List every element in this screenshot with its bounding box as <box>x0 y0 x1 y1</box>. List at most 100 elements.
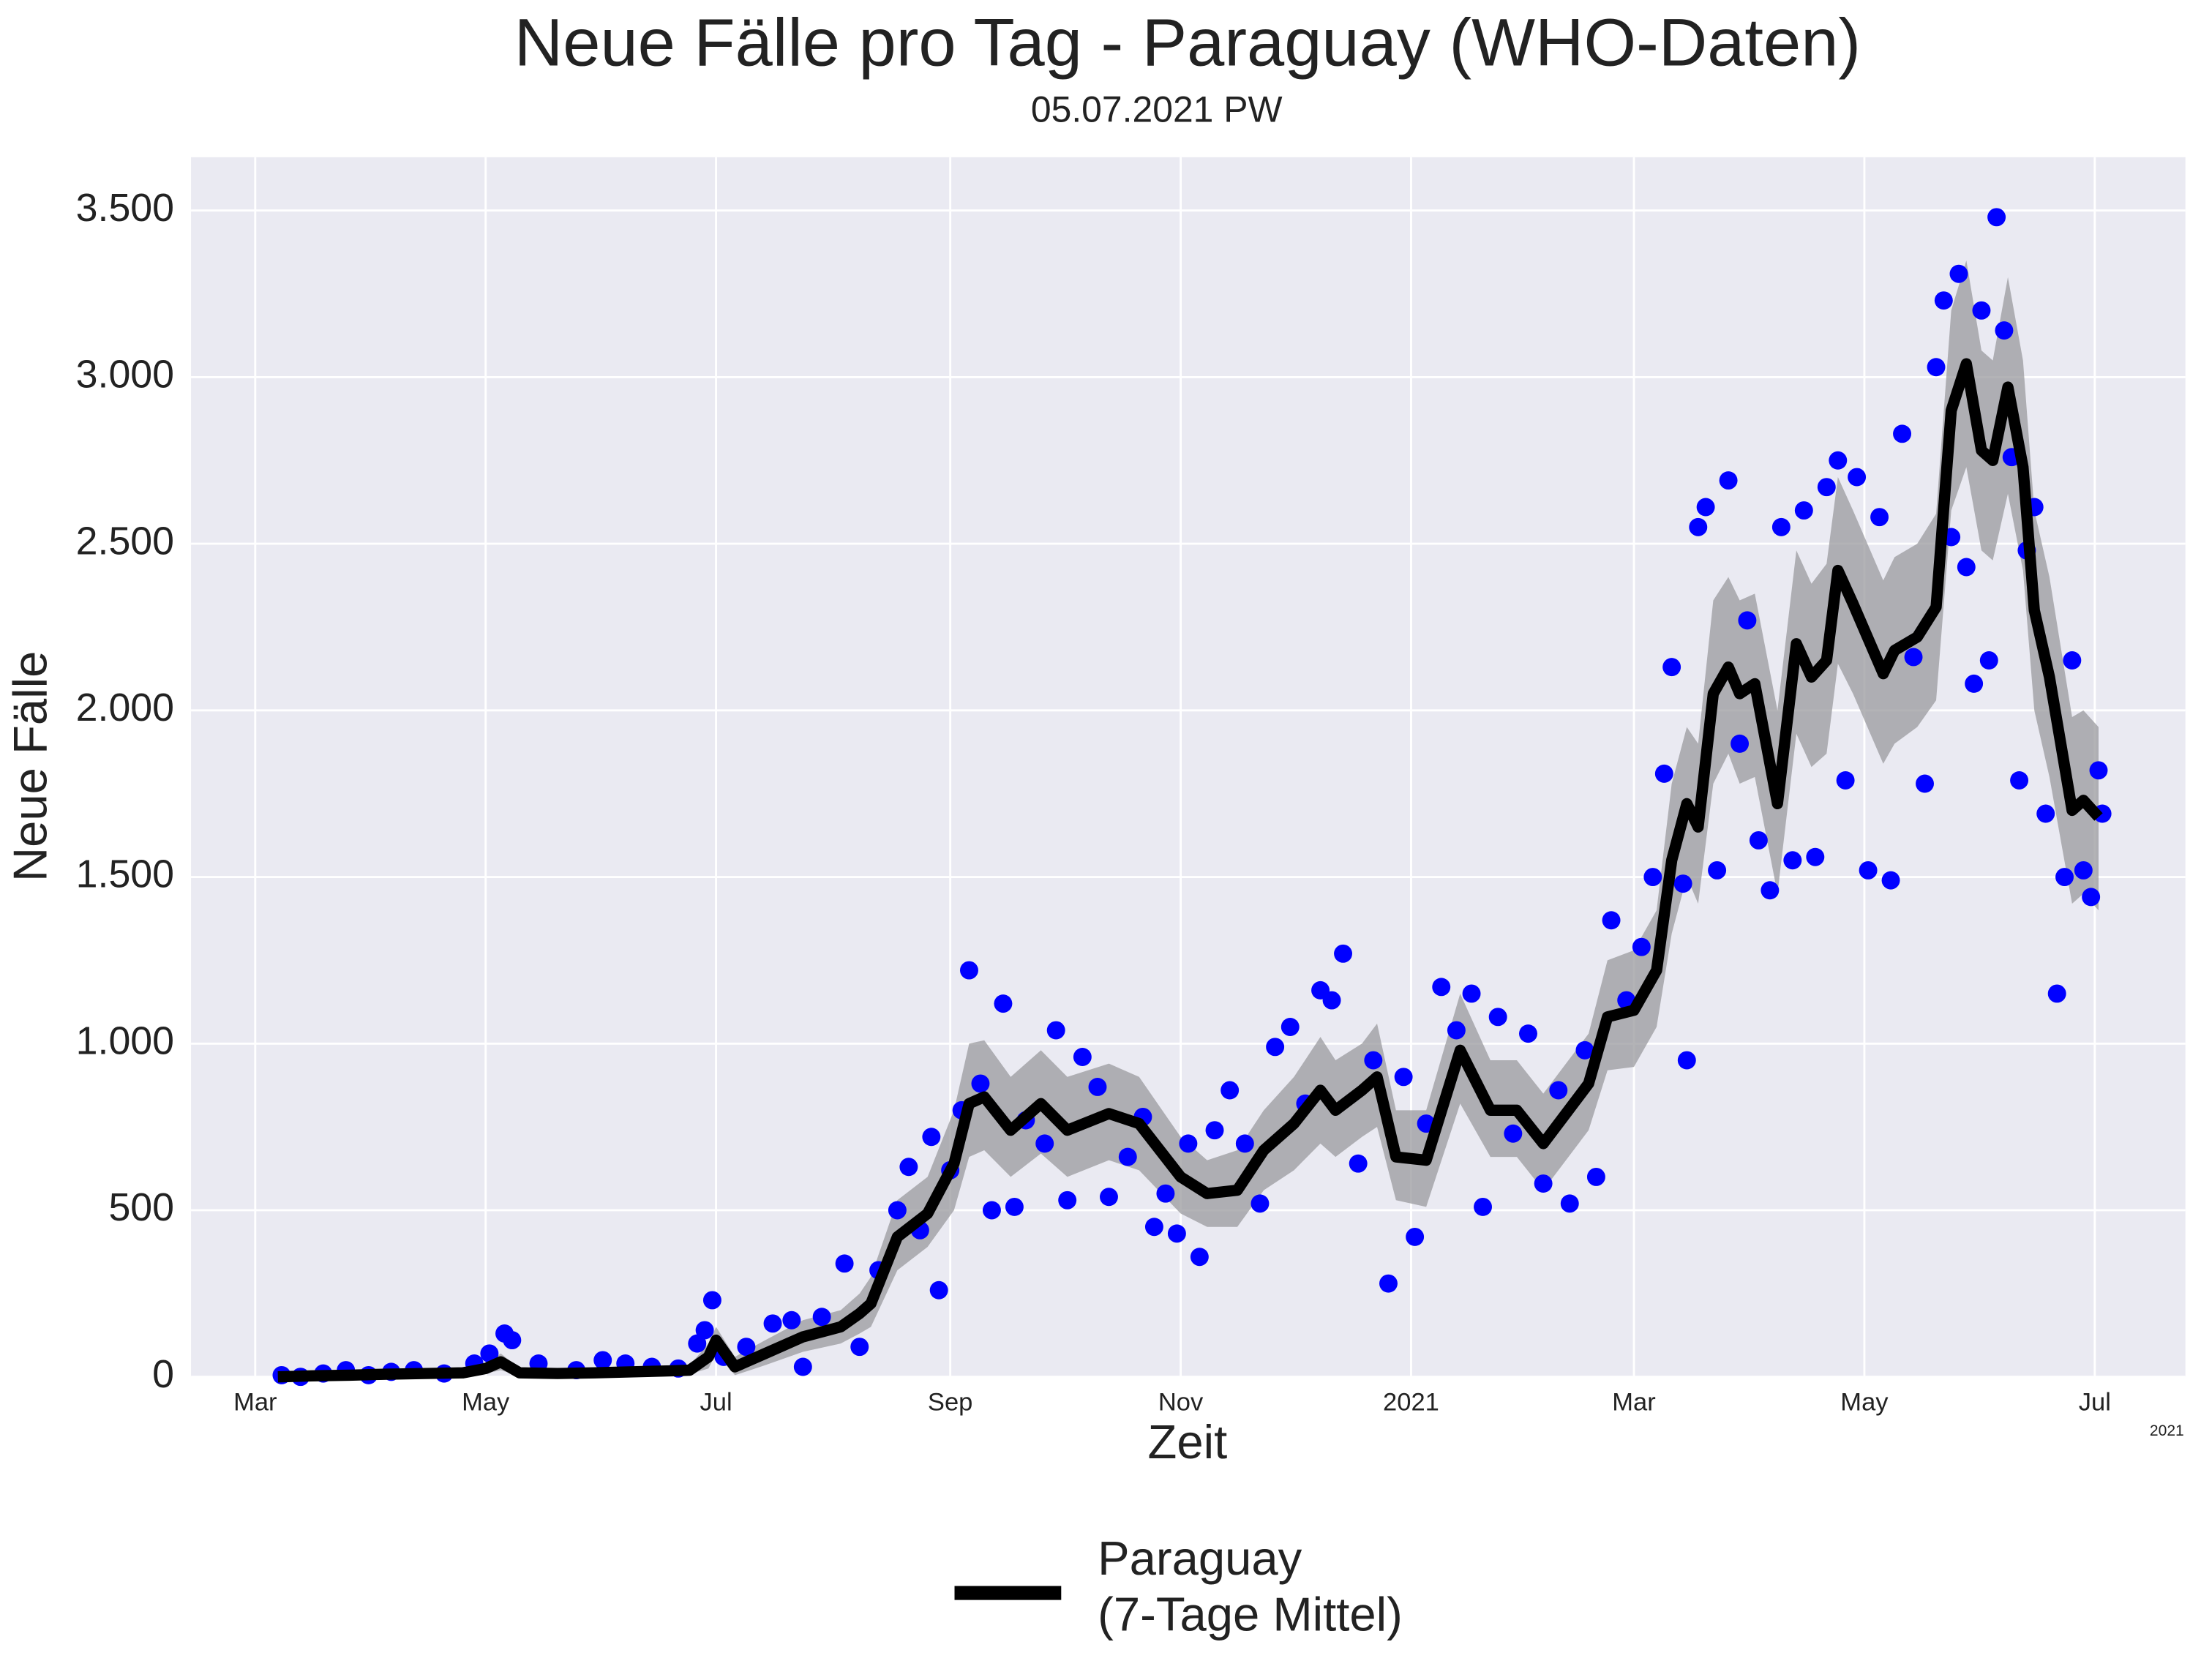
data-point <box>1349 1154 1368 1173</box>
data-point <box>960 961 978 980</box>
data-point <box>1156 1184 1175 1203</box>
data-point <box>1205 1121 1224 1140</box>
data-point <box>1144 1218 1163 1237</box>
y-tick-label: 3.000 <box>76 353 174 397</box>
data-point <box>1474 1197 1493 1216</box>
x-tick-label: Jul <box>700 1388 732 1416</box>
data-point <box>1073 1048 1092 1066</box>
data-point <box>2074 860 2093 880</box>
data-point <box>1488 1008 1507 1027</box>
data-point <box>1190 1248 1209 1267</box>
data-point <box>793 1357 812 1376</box>
y-axis-label: Neue Fälle <box>3 651 56 882</box>
data-point <box>763 1314 782 1333</box>
data-point <box>922 1128 941 1147</box>
data-point <box>1934 291 1953 310</box>
mean-line <box>277 358 2103 1383</box>
data-point <box>1848 468 1867 487</box>
data-point <box>929 1280 948 1300</box>
x-tick-label: 2021 <box>1383 1388 1439 1416</box>
y-tick-label: 500 <box>108 1185 174 1229</box>
y-tick-label: 3.500 <box>76 186 174 230</box>
data-point <box>1719 471 1738 490</box>
y-tick-label: 0 <box>152 1352 174 1396</box>
data-point <box>1916 774 1934 793</box>
data-point <box>503 1331 522 1350</box>
x-offset-label: 2021 <box>2150 1422 2184 1439</box>
data-point <box>1972 301 1991 320</box>
data-point <box>1088 1077 1107 1096</box>
y-tick-label: 2.000 <box>76 686 174 730</box>
data-point <box>899 1158 918 1177</box>
data-point <box>1987 208 2006 227</box>
data-point <box>702 1291 721 1310</box>
data-point <box>1322 991 1341 1010</box>
x-tick-label: Mar <box>1612 1388 1655 1416</box>
data-point <box>1689 517 1708 536</box>
data-point <box>1046 1021 1065 1040</box>
data-point <box>1761 881 1780 900</box>
data-point <box>2036 804 2055 823</box>
data-point <box>1005 1197 1024 1216</box>
data-point <box>1738 611 1757 630</box>
data-point <box>480 1344 499 1363</box>
data-point <box>1432 978 1451 997</box>
data-point <box>1035 1134 1054 1153</box>
data-point <box>2063 651 2082 670</box>
data-point <box>812 1308 831 1327</box>
data-point <box>1893 424 1912 443</box>
data-point <box>1995 321 2014 340</box>
data-point <box>1904 648 1923 667</box>
data-point <box>1662 658 1681 677</box>
data-point <box>888 1201 907 1220</box>
data-point <box>1462 984 1481 1003</box>
data-point <box>1881 871 1900 890</box>
chart-subtitle: 05.07.2021 PW <box>1031 89 1283 130</box>
data-point <box>1979 651 1998 670</box>
data-point <box>1058 1190 1077 1210</box>
data-point <box>1235 1134 1254 1153</box>
x-tick-label: Nov <box>1158 1388 1204 1416</box>
data-point <box>1100 1188 1118 1207</box>
data-point <box>1447 1021 1466 1040</box>
data-point <box>1859 860 1878 880</box>
data-point <box>1534 1174 1553 1193</box>
data-point <box>971 1074 990 1093</box>
data-point <box>1334 944 1353 963</box>
data-point <box>1731 734 1750 753</box>
data-point <box>1167 1224 1186 1243</box>
data-point <box>1379 1274 1398 1293</box>
data-point <box>835 1254 854 1273</box>
x-tick-label: May <box>462 1388 510 1416</box>
data-point <box>1251 1194 1270 1213</box>
data-point <box>1949 264 1968 283</box>
y-tick-label: 1.500 <box>76 852 174 896</box>
data-point <box>1965 674 1984 693</box>
data-point <box>1575 1040 1594 1060</box>
data-point <box>1406 1227 1425 1246</box>
data-point <box>2055 868 2074 887</box>
confidence-band <box>277 260 2099 1377</box>
x-tick-label: Jul <box>2079 1388 2111 1416</box>
data-point <box>1806 847 1825 866</box>
data-point <box>1708 860 1727 880</box>
data-point <box>1829 451 1848 470</box>
data-point <box>1643 868 1662 887</box>
data-point <box>1870 508 1889 527</box>
data-point <box>1179 1134 1198 1153</box>
data-point <box>1549 1081 1568 1100</box>
data-point <box>1677 1051 1696 1070</box>
data-point <box>1957 558 1976 577</box>
data-point <box>1673 874 1692 893</box>
data-point <box>695 1321 714 1340</box>
data-point <box>2010 771 2029 790</box>
data-point <box>1836 771 1855 790</box>
data-point <box>1221 1081 1240 1100</box>
x-tick-label: May <box>1840 1388 1889 1416</box>
data-point <box>688 1334 707 1353</box>
data-point <box>1281 1018 1300 1036</box>
y-tick-label: 1.000 <box>76 1019 174 1062</box>
data-point <box>1817 478 1836 497</box>
data-point <box>1504 1124 1523 1143</box>
